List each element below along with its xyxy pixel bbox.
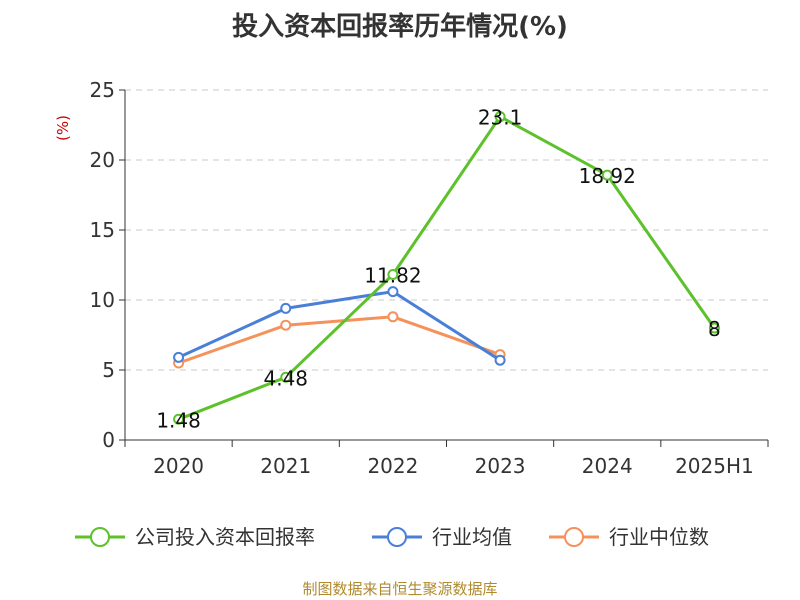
x-tick-label: 2023	[475, 454, 526, 478]
data-point[interactable]	[387, 286, 399, 298]
legend-marker	[564, 527, 584, 547]
data-label: 11.82	[364, 264, 421, 288]
data-label: 18.92	[579, 164, 636, 188]
series-line-1	[177, 290, 501, 362]
y-tick-label: 25	[90, 78, 115, 102]
data-point[interactable]	[280, 319, 292, 331]
data-label: 23.1	[478, 106, 523, 130]
y-tick-label: 20	[90, 148, 115, 172]
data-point[interactable]	[601, 169, 613, 181]
data-point[interactable]	[708, 322, 720, 334]
legend-marker	[90, 527, 110, 547]
data-labels: 1.48 4.48 11.82 23.1 18.92 8	[156, 106, 720, 433]
y-tick-label: 5	[102, 358, 115, 382]
legend-label: 公司投入资本回报率	[135, 525, 315, 549]
axes: 0 5 10 15 20 25 2020 2021 2022 2023 2024 2025H1	[90, 78, 769, 478]
data-point[interactable]	[173, 413, 185, 425]
data-point[interactable]	[494, 111, 506, 123]
y-tick-label: 15	[90, 218, 115, 242]
data-label: 4.48	[263, 366, 308, 390]
legend-label: 行业中位数	[609, 525, 709, 549]
legend-item-1[interactable]: 行业均值	[372, 525, 512, 549]
data-point[interactable]	[387, 311, 399, 323]
legend-item-2[interactable]: 行业中位数	[549, 525, 709, 549]
data-point[interactable]	[280, 371, 292, 383]
legend-item-0[interactable]: 公司投入资本回报率	[75, 525, 315, 549]
data-point[interactable]	[387, 269, 399, 281]
data-label: 1.48	[156, 408, 201, 432]
data-point[interactable]	[494, 354, 506, 366]
legend: 公司投入资本回报率 行业均值 行业中位数	[75, 525, 709, 549]
x-tick-label: 2021	[260, 454, 311, 478]
x-tick-label: 2025H1	[675, 454, 754, 478]
grid-lines	[125, 89, 768, 371]
y-axis-unit-label: (%)	[54, 115, 72, 141]
x-tick-label: 2024	[582, 454, 633, 478]
x-tick-label: 2022	[367, 454, 418, 478]
y-tick-label: 0	[102, 428, 115, 452]
x-tick-label: 2020	[153, 454, 204, 478]
series-layer	[173, 111, 720, 425]
source-note: 制图数据来自恒生聚源数据库	[302, 580, 498, 598]
chart-title: 投入资本回报率历年情况(%)	[232, 12, 568, 42]
data-point[interactable]	[173, 351, 185, 363]
y-tick-label: 10	[90, 288, 115, 312]
series-line-2	[178, 315, 501, 365]
series-line-0	[178, 115, 716, 421]
data-label: 8	[708, 317, 721, 341]
data-point[interactable]	[280, 302, 292, 314]
legend-marker	[387, 527, 407, 547]
legend-label: 行业均值	[432, 525, 512, 549]
